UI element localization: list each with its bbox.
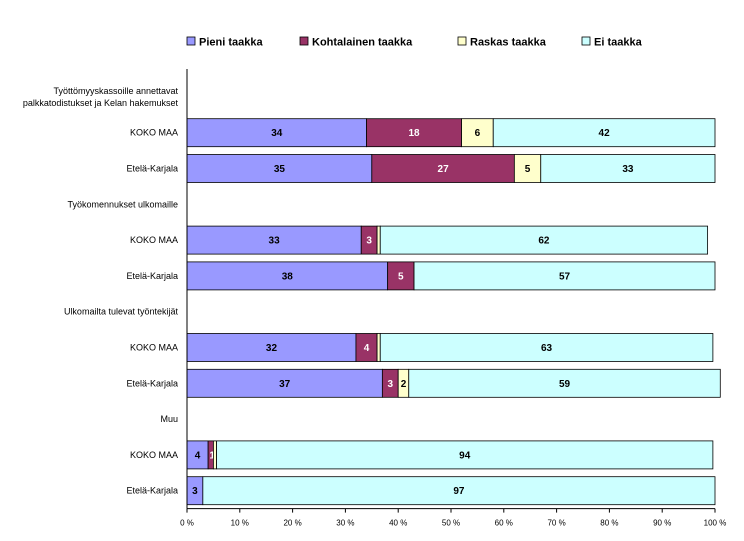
bar-segment-pieni-taakka: [186, 261, 389, 291]
data-label: 32: [266, 343, 278, 354]
data-label: 62: [538, 236, 550, 247]
x-tick-label: 40 %: [389, 519, 407, 528]
legend: Pieni taakka Kohtalainen taakka Raskas taa…: [186, 36, 643, 49]
data-label: 97: [453, 486, 465, 497]
group-heading: Työttömyyskassoille annettavat: [53, 86, 178, 96]
data-label: 34: [271, 128, 283, 139]
x-tick-label: 50 %: [442, 519, 460, 528]
data-label: 57: [559, 271, 571, 282]
bar-segment-ei-taakka: [379, 333, 714, 362]
x-tick-label: 20 %: [283, 519, 301, 528]
bar-segment-ei-taakka: [413, 261, 716, 291]
x-tick-label: 90 %: [653, 519, 671, 528]
data-label: 2: [401, 379, 407, 390]
group-heading: Ulkomailta tulevat työntekijät: [64, 307, 179, 317]
data-label: 1: [209, 450, 215, 461]
category-labels: Työttömyyskassoille annettavat palkkatodi…: [23, 86, 179, 496]
legend-swatch-kohtalainen-taakka: [299, 36, 309, 46]
bar-segment-raskas-taakka: [376, 333, 381, 362]
legend-swatch-ei-taakka: [581, 36, 591, 46]
data-label: 4: [195, 450, 201, 461]
bar-segment-kohtalainen-taakka: [366, 118, 462, 148]
legend-label-raskas-taakka: Raskas taakka: [470, 37, 547, 49]
data-label: 63: [541, 343, 553, 354]
group-heading: Työkomennukset ulkomaille: [67, 199, 178, 209]
data-label: 3: [387, 379, 393, 390]
legend-swatch-pieni-taakka: [186, 36, 196, 46]
bar-segment-ei-taakka: [202, 476, 716, 506]
bar-segment-kohtalainen-taakka: [387, 261, 415, 291]
data-label: 37: [279, 379, 291, 390]
row-label: KOKO MAA: [130, 235, 178, 245]
data-label: 33: [269, 236, 281, 247]
row-label: KOKO MAA: [130, 450, 178, 460]
data-label: 6: [475, 128, 481, 139]
legend-label-pieni-taakka: Pieni taakka: [199, 37, 263, 49]
legend-label-kohtalainen-taakka: Kohtalainen taakka: [312, 37, 413, 49]
data-label: 94: [459, 450, 471, 461]
bar-segment-raskas-taakka: [513, 154, 542, 183]
bar-segment-raskas-taakka: [461, 118, 494, 148]
group-heading: palkkatodistukset ja Kelan hakemukset: [23, 98, 179, 108]
x-tick-label: 70 %: [547, 519, 565, 528]
bar-segment-ei-taakka: [408, 368, 721, 398]
row-label: Etelä-Karjala: [126, 164, 178, 174]
row-label: Etelä-Karjala: [126, 486, 178, 496]
x-tick-label: 60 %: [495, 519, 513, 528]
data-label: 35: [274, 164, 286, 175]
data-label: 5: [525, 164, 531, 175]
data-label: 4: [364, 343, 370, 354]
data-label: 33: [622, 164, 634, 175]
x-tick-label: 10 %: [231, 519, 249, 528]
data-label: 38: [282, 271, 294, 282]
row-label: KOKO MAA: [130, 128, 178, 138]
bar-segment-ei-taakka: [379, 225, 709, 255]
data-label: 18: [408, 128, 420, 139]
x-axis: 0 % 10 % 20 % 30 % 40 % 50 % 60 % 70 % 80 % 90 % 1…: [180, 69, 726, 528]
bar-segment-raskas-taakka: [212, 440, 217, 470]
data-label: 27: [438, 164, 450, 175]
bar-segment-pieni-taakka: [186, 333, 357, 362]
data-label: 59: [559, 379, 571, 390]
data-label: 5: [398, 271, 404, 282]
data-label: 42: [599, 128, 611, 139]
legend-label-ei-taakka: Ei taakka: [594, 37, 643, 49]
x-tick-label: 80 %: [600, 519, 618, 528]
data-label: 3: [192, 486, 198, 497]
bar-segment-ei-taakka: [492, 118, 716, 148]
group-heading: Muu: [160, 414, 178, 424]
bar-segment-ei-taakka: [216, 440, 714, 470]
plot-area: 3418642352753333362385057324633732594194…: [186, 118, 721, 506]
row-label: KOKO MAA: [130, 343, 178, 353]
bar-segment-raskas-taakka: [376, 225, 381, 255]
x-tick-label: 100 %: [704, 519, 727, 528]
bar-segment-kohtalainen-taakka: [371, 154, 515, 183]
row-label: Etelä-Karjala: [126, 378, 178, 388]
legend-swatch-raskas-taakka: [457, 36, 467, 46]
bar-segment-pieni-taakka: [186, 154, 373, 183]
row-label: Etelä-Karjala: [126, 271, 178, 281]
x-tick-label: 0 %: [180, 519, 194, 528]
bar-segment-pieni-taakka: [186, 118, 367, 148]
x-tick-label: 30 %: [336, 519, 354, 528]
data-label: 3: [366, 236, 372, 247]
bar-segment-ei-taakka: [540, 154, 716, 183]
